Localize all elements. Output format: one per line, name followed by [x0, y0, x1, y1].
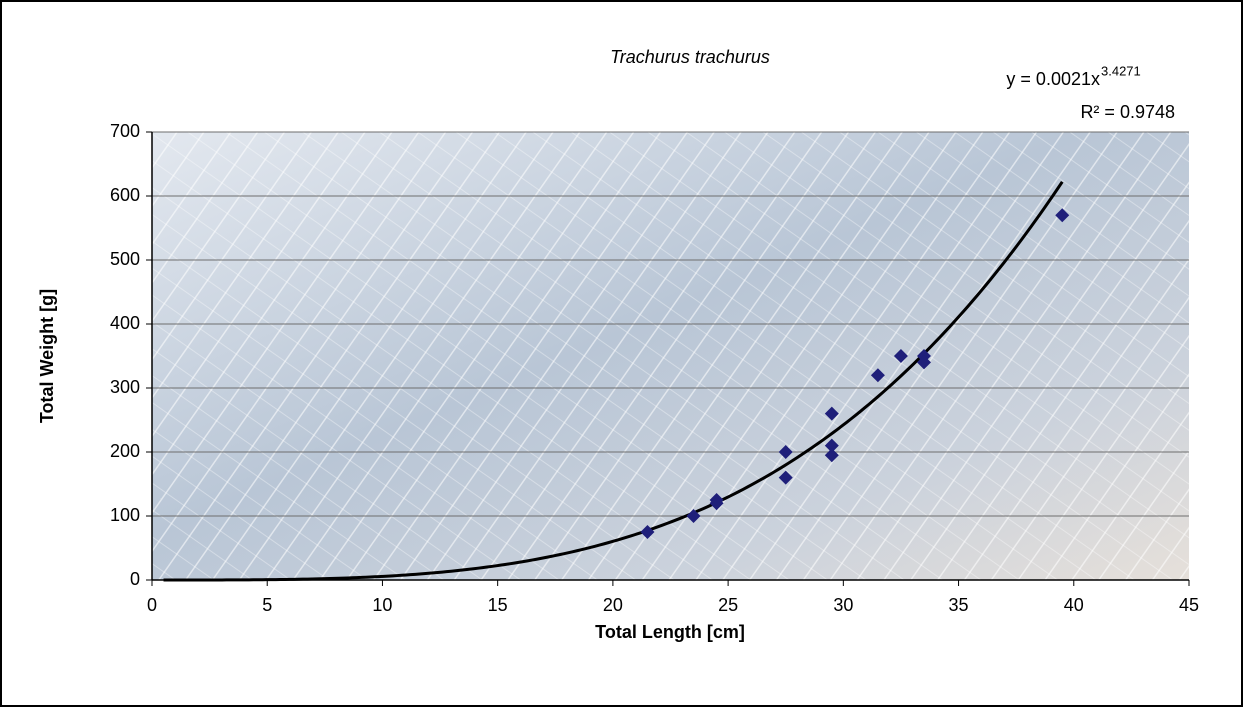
y-tick-label: 100: [110, 505, 140, 525]
x-tick-label: 15: [488, 595, 508, 615]
data-point: [824, 438, 839, 453]
data-point: [870, 368, 885, 383]
y-tick-label: 300: [110, 377, 140, 397]
data-point: [709, 496, 724, 511]
data-point: [778, 445, 793, 459]
y-tick-label: 600: [110, 185, 140, 205]
y-tick-label: 500: [110, 249, 140, 269]
x-tick-label: 30: [833, 595, 853, 615]
data-point: [778, 470, 793, 485]
x-tick-label: 25: [718, 595, 738, 615]
trendline-r-squared: R² = 0.9748: [1080, 102, 1175, 122]
x-axis-label: Total Length [cm]: [595, 622, 745, 642]
y-axis-label: Total Weight [g]: [37, 289, 57, 423]
data-point: [686, 509, 701, 523]
x-tick-label: 45: [1179, 595, 1199, 615]
trendline-exponent: 3.4271: [1101, 63, 1141, 78]
data-point: [1055, 208, 1070, 223]
y-tick-label: 0: [130, 569, 140, 589]
data-point: [916, 355, 931, 370]
data-point: [824, 406, 839, 421]
data-point: [824, 448, 839, 463]
x-tick-label: 0: [147, 595, 157, 615]
y-tick-label: 400: [110, 313, 140, 333]
trendline-equation: y = 0.0021x: [1006, 69, 1100, 89]
data-point: [893, 349, 908, 363]
trendline: [163, 180, 1064, 582]
data-point: [640, 525, 655, 539]
x-tick-label: 40: [1064, 595, 1084, 615]
plot-texture: [152, 132, 1189, 580]
x-tick-label: 20: [603, 595, 623, 615]
x-tick-label: 10: [372, 595, 392, 615]
chart-title: Trachurus trachurus: [610, 47, 770, 67]
x-tick-label: 35: [949, 595, 969, 615]
y-tick-label: 200: [110, 441, 140, 461]
x-tick-label: 5: [262, 595, 272, 615]
y-tick-label: 700: [110, 121, 140, 141]
